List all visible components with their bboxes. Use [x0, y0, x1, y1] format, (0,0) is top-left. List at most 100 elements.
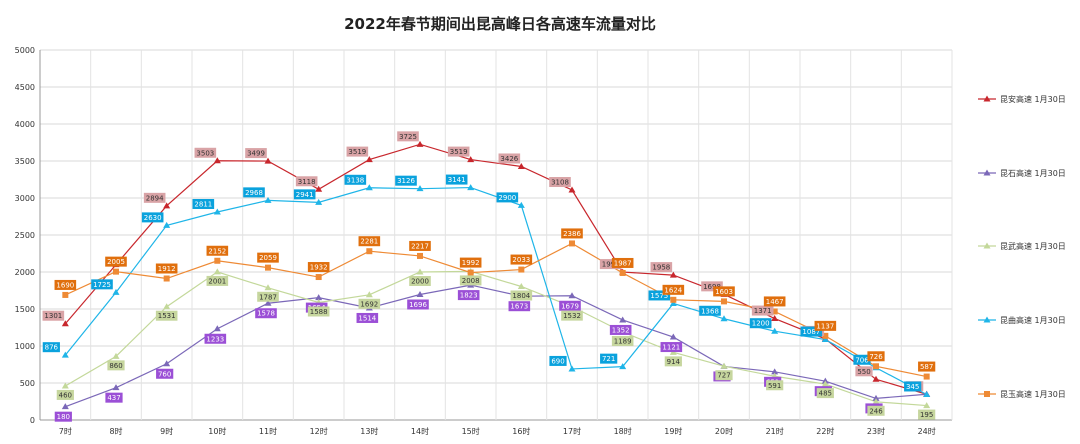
- data-label: 1692: [360, 300, 378, 308]
- data-label: 3126: [397, 177, 415, 185]
- x-tick-label: 16时: [512, 426, 530, 436]
- series-0-marker: [365, 156, 373, 163]
- data-label: 1698: [703, 283, 721, 291]
- data-label-bg: [561, 228, 583, 239]
- data-label-bg: [245, 148, 267, 159]
- data-label-bg: [648, 290, 671, 301]
- series-0-marker: [315, 185, 323, 192]
- series-0-marker: [771, 315, 779, 322]
- series-line-4: [65, 242, 927, 378]
- series-2-marker: [720, 362, 728, 369]
- y-axis: 0 500 1000 1500 2000 2500 3000 3500 4000 4500 5000: [15, 46, 41, 425]
- series-0-marker: [416, 140, 424, 147]
- series-4-marker: [771, 308, 778, 315]
- legend-label: 昆玉高速 1月30日: [1000, 389, 1066, 399]
- data-label: 2000: [411, 278, 429, 286]
- data-label-bg: [105, 256, 127, 267]
- data-labels: 1301 2894 3503 3499 3118 3519 3725 3519 3426 3108…: [42, 131, 936, 422]
- x-tick-label: 20时: [715, 426, 733, 436]
- data-label-bg: [918, 409, 936, 420]
- data-label: 2900: [498, 194, 516, 202]
- series-2-marker: [872, 398, 880, 405]
- data-label-bg: [56, 389, 74, 400]
- series-3-marker: [416, 185, 424, 192]
- series-0-marker: [213, 157, 221, 164]
- y-tick-label: 2000: [15, 268, 35, 277]
- series-4-marker: [265, 264, 271, 271]
- data-label-bg: [650, 262, 673, 273]
- data-label: 1121: [662, 344, 680, 352]
- data-label: 727: [717, 372, 730, 380]
- series-1-marker: [416, 290, 424, 297]
- data-label-bg: [816, 388, 834, 399]
- data-label: 1514: [358, 314, 376, 322]
- data-label-bg: [295, 176, 318, 187]
- y-tick-label: 0: [30, 416, 35, 425]
- data-label-bg: [867, 351, 885, 362]
- y-tick-label: 1500: [15, 305, 35, 314]
- series-4-marker: [873, 363, 879, 370]
- data-label-bg: [559, 300, 581, 311]
- data-label: 3108: [551, 179, 569, 187]
- data-label: 860: [109, 362, 122, 370]
- series-4-marker: [721, 298, 727, 305]
- series-3-marker: [669, 299, 677, 306]
- data-label: 1368: [701, 307, 719, 315]
- legend-marker: [984, 391, 990, 397]
- series-1-marker: [872, 394, 880, 401]
- data-label-bg: [346, 146, 369, 157]
- x-tick-label: 11时: [259, 426, 277, 436]
- grid-lines: [39, 49, 953, 421]
- data-label-bg: [447, 146, 470, 157]
- series-4-marker: [417, 252, 423, 259]
- series-1-marker: [61, 403, 69, 410]
- legend-item: 昆曲高速 1月30日: [978, 315, 1066, 325]
- x-tick-label: 14时: [411, 426, 429, 436]
- data-label: 1992: [462, 259, 480, 267]
- data-label-bg: [358, 298, 381, 309]
- series-4-marker: [366, 248, 373, 255]
- data-label-bg: [800, 326, 823, 337]
- x-tick-label: 15时: [462, 426, 480, 436]
- data-label: 1673: [510, 303, 528, 311]
- series-4-marker: [113, 268, 119, 275]
- data-label: 2386: [563, 230, 581, 238]
- series-line-0: [64, 143, 927, 395]
- data-label-bg: [457, 290, 480, 301]
- x-tick-label: 23时: [867, 426, 885, 436]
- legend-marker: [983, 316, 991, 323]
- data-label-bg: [918, 361, 936, 372]
- data-label: 587: [920, 363, 933, 371]
- legend-label: 昆曲高速 1月30日: [1000, 315, 1066, 325]
- series-3-marker: [264, 196, 272, 203]
- data-label-bg: [54, 411, 72, 422]
- series-4-marker: [670, 296, 677, 303]
- data-label: 1987: [614, 259, 632, 267]
- data-label: 2630: [144, 214, 162, 222]
- y-tick-label: 1000: [15, 342, 35, 351]
- data-label-bg: [855, 366, 873, 377]
- y-tick-label: 4500: [15, 83, 35, 92]
- data-label-bg: [54, 279, 77, 290]
- data-label-bg: [445, 174, 468, 185]
- series-2-marker: [213, 268, 221, 275]
- data-label: 1352: [612, 326, 630, 334]
- data-label: 721: [602, 355, 615, 363]
- data-label: 876: [45, 344, 59, 352]
- series-0-marker: [669, 271, 677, 278]
- series-1-marker: [315, 294, 323, 301]
- data-label: 1823: [460, 292, 478, 300]
- data-label: 1531: [158, 312, 176, 320]
- series-3-marker: [821, 336, 829, 343]
- data-label: 914: [667, 358, 681, 366]
- data-label-bg: [611, 257, 634, 268]
- data-label: 3118: [298, 178, 316, 186]
- x-tick-label: 9时: [160, 426, 173, 436]
- data-label: 180: [57, 413, 70, 421]
- series-3-marker: [517, 201, 525, 208]
- data-label: 591: [768, 382, 781, 390]
- data-label-bg: [143, 192, 166, 203]
- data-label-bg: [609, 324, 632, 335]
- series-3-marker: [61, 351, 69, 358]
